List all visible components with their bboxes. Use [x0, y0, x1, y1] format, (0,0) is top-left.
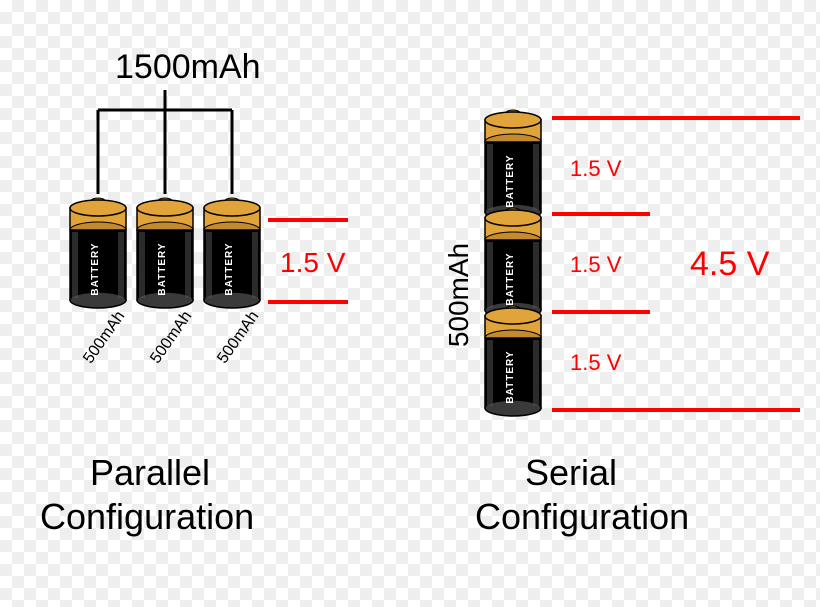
- battery-label: BATTERY: [90, 242, 101, 295]
- battery-serial-3: +BATTERY: [485, 306, 541, 416]
- parallel-caption-2: Configuration: [40, 496, 254, 537]
- serial-cell-voltage-1: 1.5 V: [570, 156, 622, 181]
- battery-capacity-label: 500mAh: [147, 308, 195, 367]
- battery-parallel-1: +BATTERY: [70, 198, 126, 308]
- battery-parallel-3: +BATTERY: [204, 198, 260, 308]
- battery-label: BATTERY: [505, 154, 516, 207]
- parallel-caption-1: Parallel: [90, 452, 210, 493]
- battery-label: BATTERY: [157, 242, 168, 295]
- parallel-voltage: 1.5 V: [280, 247, 346, 278]
- parallel-total-capacity: 1500mAh: [115, 48, 261, 86]
- battery-serial-1: +BATTERY: [485, 110, 541, 220]
- parallel-config: 1500mAh+BATTERY500mAh+BATTERY500mAh+BATT…: [40, 48, 348, 537]
- serial-caption-2: Configuration: [475, 496, 689, 537]
- battery-parallel-2: +BATTERY: [137, 198, 193, 308]
- serial-cell-voltage-2: 1.5 V: [570, 252, 622, 277]
- battery-capacity-label: 500mAh: [80, 308, 128, 367]
- serial-config: +BATTERY+BATTERY+BATTERY500mAh1.5 V1.5 V…: [443, 110, 800, 537]
- serial-cell-voltage-3: 1.5 V: [570, 350, 622, 375]
- battery-label: BATTERY: [505, 252, 516, 305]
- serial-total-voltage: 4.5 V: [690, 245, 770, 283]
- battery-label: BATTERY: [224, 242, 235, 295]
- serial-caption-1: Serial: [525, 452, 617, 493]
- serial-capacity-label: 500mAh: [443, 243, 474, 347]
- battery-label: BATTERY: [505, 350, 516, 403]
- battery-serial-2: +BATTERY: [485, 208, 541, 318]
- battery-capacity-label: 500mAh: [214, 308, 262, 367]
- diagram-canvas: 1500mAh+BATTERY500mAh+BATTERY500mAh+BATT…: [0, 0, 820, 607]
